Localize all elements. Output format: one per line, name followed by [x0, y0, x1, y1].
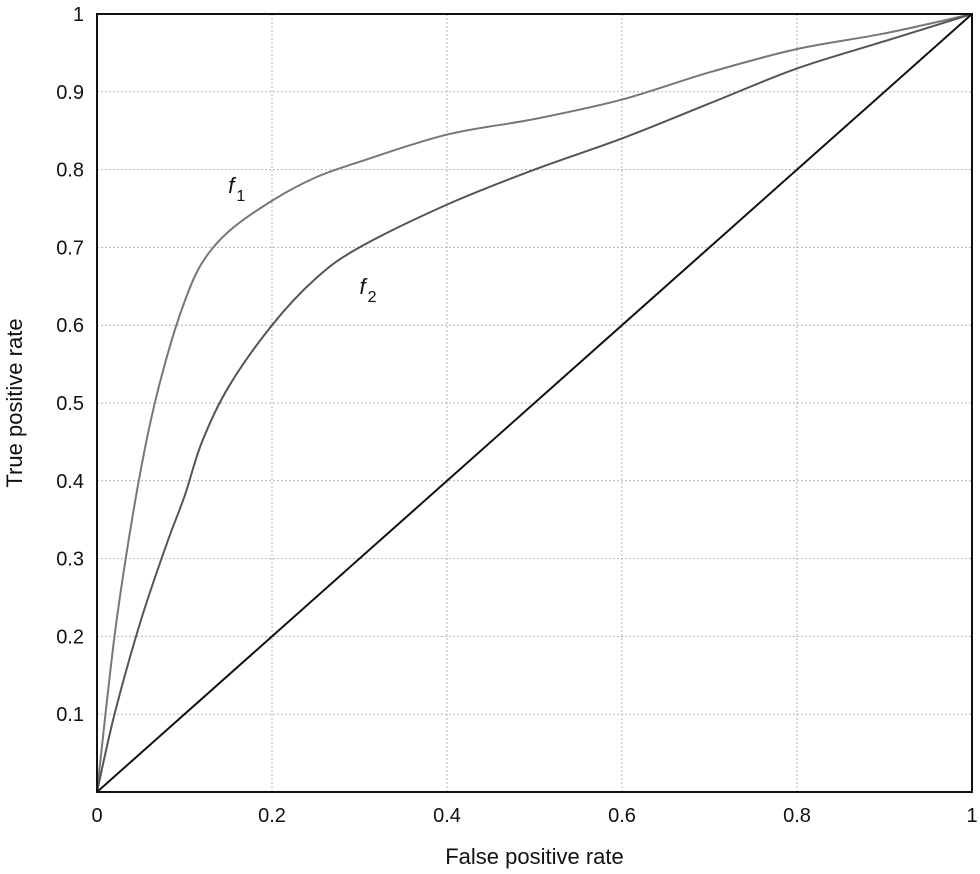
curve-labels: f 1 f 2 — [228, 173, 376, 306]
series-line-1 — [96, 13, 973, 793]
plot-frame — [96, 13, 973, 793]
x-tick-labels: 0 0.2 0.4 0.6 0.8 1 — [91, 805, 977, 827]
y-tick-label: 0.3 — [56, 549, 84, 571]
x-tick-label: 0 — [91, 805, 102, 827]
y-axis-label: True positive rate — [2, 318, 27, 487]
curve-label-subscript: 1 — [236, 188, 245, 205]
y-tick-label: 0.4 — [56, 471, 84, 493]
x-tick-label: 0.2 — [258, 805, 286, 827]
y-tick-label: 0.6 — [56, 315, 84, 337]
y-tick-label: 1 — [73, 4, 84, 26]
x-axis-label: False positive rate — [445, 844, 624, 869]
curve-label-subscript: 2 — [368, 289, 377, 306]
x-tick-label: 0.8 — [783, 805, 811, 827]
y-tick-label: 0.7 — [56, 237, 84, 259]
x-tick-label: 0.4 — [433, 805, 461, 827]
y-tick-label: 0.2 — [56, 626, 84, 648]
series-layer — [96, 13, 973, 793]
y-tick-label: 0.8 — [56, 160, 84, 182]
series-line-2 — [96, 13, 973, 793]
x-tick-label: 1 — [966, 805, 977, 827]
y-tick-label: 0.5 — [56, 393, 84, 415]
grid — [97, 14, 972, 792]
y-tick-label: 0.1 — [56, 704, 84, 726]
x-tick-label: 0.6 — [608, 805, 636, 827]
series-line-0 — [96, 13, 973, 793]
y-tick-labels: 0.1 0.2 0.3 0.4 0.5 0.6 0.7 0.8 0.9 1 — [56, 4, 84, 726]
y-tick-label: 0.9 — [56, 82, 84, 104]
